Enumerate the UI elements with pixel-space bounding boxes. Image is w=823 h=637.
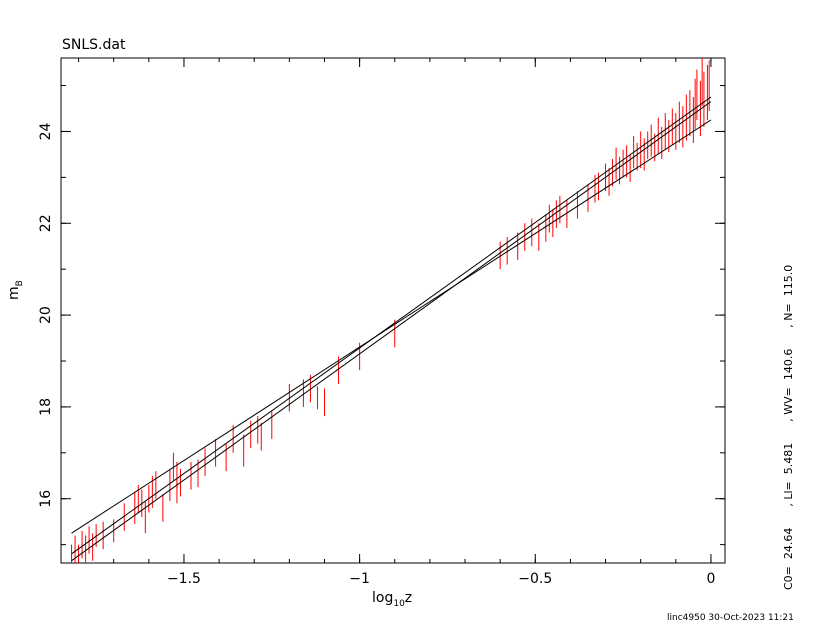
x-tick-label: −0.5 xyxy=(518,571,552,587)
x-tick-label: 0 xyxy=(706,571,715,587)
y-tick-label: 18 xyxy=(38,398,54,416)
model-curve xyxy=(71,96,712,555)
fit-parameters: C0= 24.64 , Ll= 5.481 , WV= 140.6 , N= 1… xyxy=(782,264,795,590)
y-tick-label: 24 xyxy=(38,122,54,140)
x-tick-label: −1 xyxy=(349,571,370,587)
plot-frame xyxy=(60,57,726,564)
y-tick-label: 20 xyxy=(38,306,54,324)
y-tick-label: 22 xyxy=(38,214,54,232)
y-tick-label: 16 xyxy=(38,490,54,508)
x-tick-label: −1.5 xyxy=(167,571,201,587)
chart-title: SNLS.dat xyxy=(62,37,126,53)
y-axis-label: mB xyxy=(6,280,25,300)
model-curve xyxy=(71,119,712,534)
x-axis-label: log10z xyxy=(372,590,413,609)
footer-stamp: linc4950 30-Oct-2023 11:21 xyxy=(667,613,794,623)
model-curve xyxy=(71,101,712,562)
